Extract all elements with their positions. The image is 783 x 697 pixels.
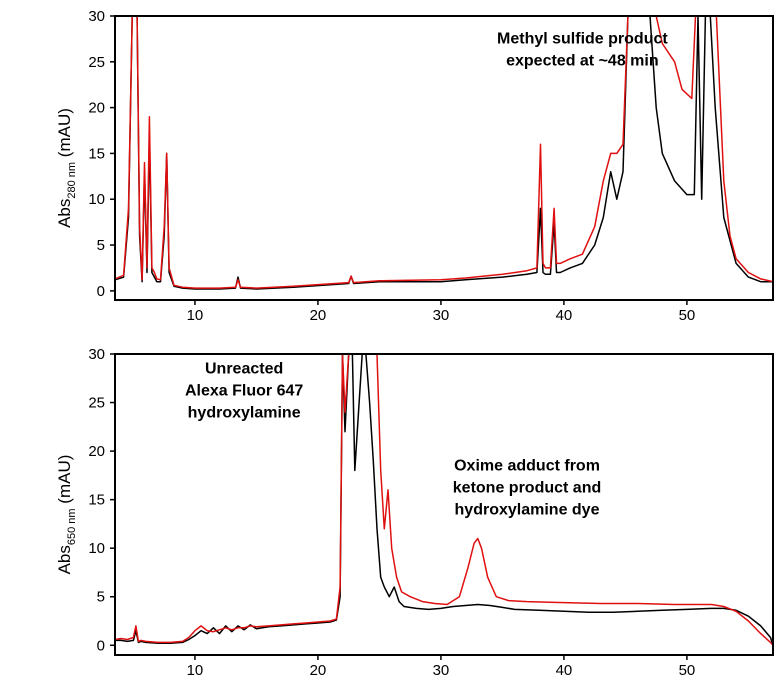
chart-panel-1: 0 5 10 15 20 25 30 10 20 30 40 50 Abs280 nm (mAU) Met…: [55, 8, 774, 324]
y-tick-label: 25: [88, 54, 105, 71]
x-tick-label: 50: [679, 662, 696, 679]
y-axis-label-unit: (mAU): [55, 455, 74, 509]
annotation-line: Methyl sulfide product: [497, 30, 668, 47]
annotation-line: Unreacted: [205, 360, 283, 377]
x-tick-label: 20: [310, 662, 327, 679]
y-tick-label: 0: [97, 283, 105, 300]
plot-frame: [114, 15, 774, 301]
annotation-line: Alexa Fluor 647: [185, 382, 303, 399]
y-tick-label: 25: [88, 395, 105, 412]
y-tick-label: 20: [88, 100, 105, 117]
series-line-red: [115, 354, 773, 646]
y-tick-label: 15: [88, 492, 105, 509]
annotation-line: expected at ~48 min: [506, 52, 659, 69]
y-axis-label: Abs650 nm (mAU): [55, 455, 78, 575]
x-tick-label: 30: [433, 662, 450, 679]
annotation-2: Oxime adduct from ketone product and hydro…: [453, 458, 601, 519]
y-tick-label: 10: [88, 191, 105, 208]
y-axis-label-main: Abs: [55, 199, 74, 228]
y-tick-label: 0: [97, 637, 105, 654]
annotation-line: hydroxylamine: [188, 404, 301, 421]
y-axis-label: Abs280 nm (mAU): [55, 108, 78, 228]
x-tick-label: 50: [679, 307, 696, 324]
y-axis-label-subscript: 650 nm: [66, 508, 78, 545]
y-axis-label-subscript: 280 nm: [66, 162, 78, 199]
y-tick-label: 10: [88, 540, 105, 557]
x-tick-label: 10: [187, 662, 204, 679]
annotation-1: Unreacted Alexa Fluor 647 hydroxylamine: [185, 360, 303, 421]
y-tick-label: 30: [88, 8, 105, 25]
y-tick-label: 15: [88, 145, 105, 162]
y-axis-label-unit: (mAU): [55, 108, 74, 162]
annotation-line: hydroxylamine dye: [455, 502, 600, 519]
y-axis-label-main: Abs: [55, 545, 74, 574]
plot-frame: [114, 353, 774, 656]
x-tick-label: 40: [556, 307, 573, 324]
series-line-red: [115, 16, 773, 289]
series-line-black: [115, 354, 773, 646]
y-tick-label: 20: [88, 443, 105, 460]
chart-panel-2: 0 5 10 15 20 25 30 10 20 30 40 50 Abs650 nm (mAU) Unr…: [55, 346, 774, 679]
annotation-1: Methyl sulfide product expected at ~48 mi…: [497, 30, 668, 69]
x-tick-label: 30: [433, 307, 450, 324]
series-line-black: [115, 16, 773, 290]
annotation-line: ketone product and: [453, 480, 601, 497]
y-tick-label: 5: [97, 589, 105, 606]
x-tick-label: 40: [556, 662, 573, 679]
x-tick-label: 20: [310, 307, 327, 324]
y-tick-label: 30: [88, 346, 105, 363]
x-tick-label: 10: [187, 307, 204, 324]
y-tick-label: 5: [97, 237, 105, 254]
annotation-line: Oxime adduct from: [454, 458, 600, 475]
